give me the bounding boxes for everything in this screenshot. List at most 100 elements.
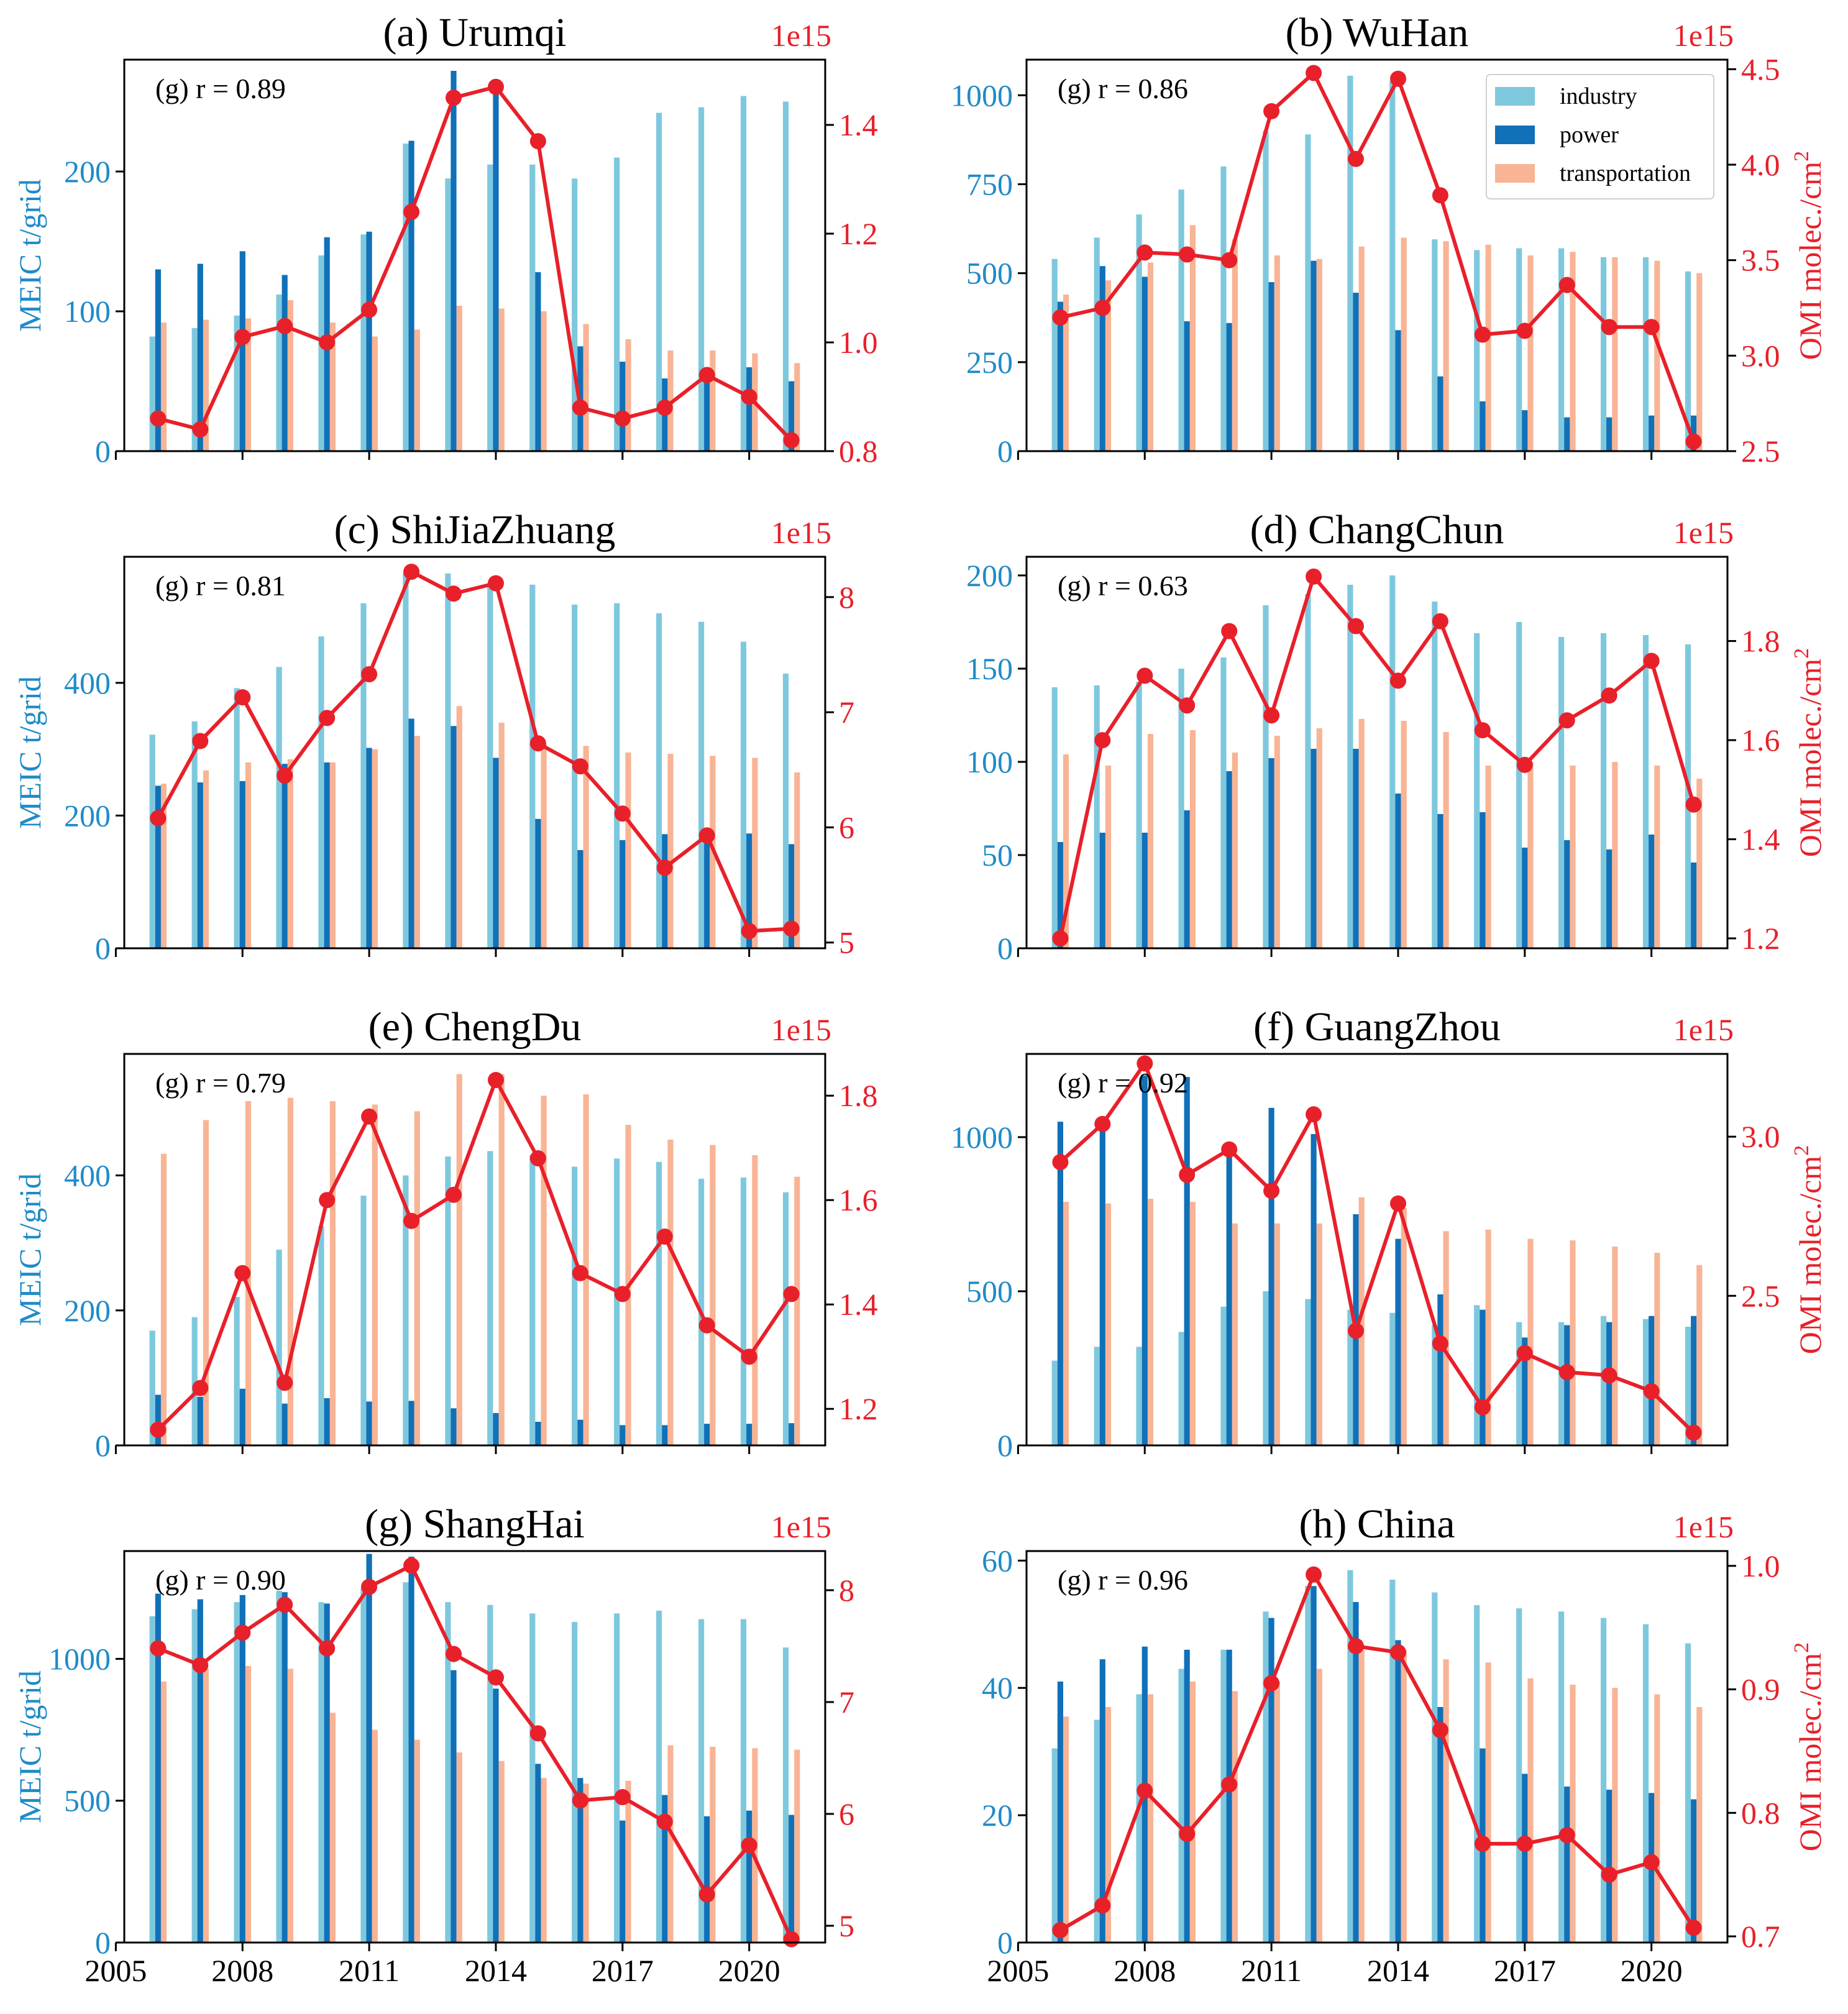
no2-point [1263,1675,1280,1691]
bar-power [408,1401,414,1445]
no2-point [1685,1424,1702,1441]
bar-industry [1094,1347,1100,1445]
bar-transportation [287,1668,293,1943]
bar-industry [1263,130,1269,451]
x-tick-label: 2011 [339,1953,400,1988]
bar-industry [487,1604,493,1943]
panel-7: (g) ShangHai 1e15 0 500 1000 5 6 7 8 2005 2008 2011… [12,1501,854,1988]
y2-tick-label: 2.5 [1741,434,1780,469]
bar-power [239,780,245,948]
axes-frame [123,1053,826,1447]
correlation-annotation: (g) r = 0.89 [155,73,286,104]
bar-transportation [287,759,293,948]
bar-power [1395,1640,1401,1943]
bar-transportation [667,350,674,451]
no2-point [698,1886,715,1903]
correlation-annotation: (g) r = 0.96 [1058,1564,1188,1596]
no2-point [1432,187,1448,204]
no2-point [741,1348,757,1365]
axes-frame [1025,1053,1729,1447]
y2-tick-label: 1.6 [1741,723,1780,758]
no2-point [1643,319,1660,336]
bar-transportation [1358,1649,1365,1943]
bar-industry [276,1250,282,1445]
bar-transportation [1063,295,1069,451]
panel-8: (h) China 1e15 0 20 40 60 0.7 0.8 0.9 1.0 2005 2008… [982,1501,1827,1988]
bar-power [1184,810,1190,948]
bar-power [1057,301,1063,451]
right-axis-label: OMI molec./cm2 [1790,151,1827,360]
bar-transportation [160,1153,167,1445]
no2-point [1432,1722,1448,1739]
bar-power [620,1820,626,1943]
bar-transportation [1232,1223,1238,1445]
no2-point [572,400,588,416]
y2-tick-label: 3.0 [1741,338,1780,373]
x-tick-label: 2014 [1367,1953,1429,1988]
bar-power [789,1423,795,1445]
legend-frame [1486,74,1714,199]
legend-label-industry: industry [1560,83,1637,109]
y-tick-label: 60 [982,1543,1013,1578]
offset-text: 1e15 [771,1012,831,1047]
bar-industry [1136,1347,1142,1445]
bar-industry [1474,1605,1480,1943]
bar-transportation [541,744,547,948]
bar-industry [360,234,367,452]
right-axis-label-superscript: 2 [1790,1642,1813,1653]
bar-industry [191,328,198,451]
y-tick-label: 150 [966,651,1013,686]
bar-power [324,1398,330,1445]
no2-point [361,1578,378,1595]
bar-transportation [1274,1682,1280,1943]
no2-point [1263,707,1280,724]
no2-point [361,666,378,682]
y-tick-label: 1000 [48,1641,111,1676]
y2-tick-label: 6 [839,1797,854,1831]
bar-power [1311,1586,1317,1943]
bar-transportation [1401,1649,1407,1943]
bar-industry [276,295,282,451]
bar-industry [1305,594,1311,948]
x-tick-label: 2020 [718,1953,780,1988]
no2-point [1601,1866,1617,1883]
bar-power [1564,840,1570,948]
bar-power [1437,376,1443,451]
y2-tick-label: 1.4 [1741,822,1780,857]
bar-industry [1220,657,1227,948]
bar-industry [445,1602,451,1943]
bar-industry [1094,237,1100,451]
no2-point [741,1837,757,1854]
y-tick-label: 0 [997,931,1013,966]
bar-power [1099,833,1105,948]
bar-transportation [498,308,505,451]
x-tick-label: 2008 [211,1953,273,1988]
left-axis-label: MEIC t/grid [12,676,47,829]
bar-transportation [1654,1253,1660,1445]
no2-point [192,1380,209,1396]
panel-title: (a) Urumqi [383,10,566,55]
no2-point [277,318,293,334]
no2-point [1558,277,1575,293]
bar-transportation [1232,1691,1238,1943]
bar-transportation [1401,721,1407,948]
no2-point [1137,667,1153,684]
bar-industry [1432,1325,1438,1445]
bar-transportation [1401,237,1407,451]
y2-tick-label: 0.7 [1741,1919,1780,1954]
bar-power [1268,282,1274,451]
bar-industry [1347,1309,1353,1445]
no2-line [157,1078,794,1431]
y-tick-label: 40 [982,1670,1013,1705]
bar-power [1522,1337,1528,1445]
no2-point [1137,244,1153,261]
y-tick-label: 750 [966,167,1013,201]
y2-tick-label: 7 [839,695,854,730]
bar-industry [1601,633,1607,948]
bar-transportation [329,323,336,451]
no2-point [1306,1106,1322,1123]
no2-point [1474,1836,1491,1852]
bar-industry [1558,248,1565,451]
bar-industry [1347,75,1353,452]
no2-line [1059,71,1696,442]
